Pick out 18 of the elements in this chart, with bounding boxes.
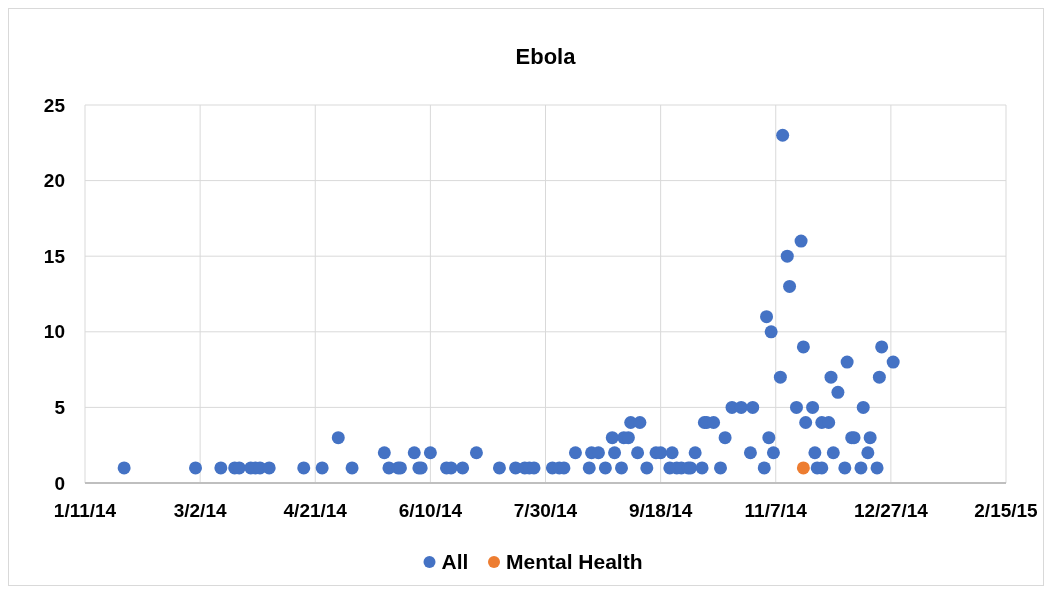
x-tick-label: 6/10/14 [398, 500, 463, 521]
chart-title: Ebola [515, 44, 577, 69]
legend-label: Mental Health [506, 550, 643, 573]
x-tick-label: 9/18/14 [628, 500, 693, 521]
y-tick-label: 15 [43, 245, 66, 267]
x-tick-label: 1/11/14 [53, 500, 117, 521]
x-tick-label: 11/7/14 [744, 500, 808, 521]
y-tick-label: 20 [43, 170, 65, 192]
x-tick-label: 12/27/14 [853, 500, 929, 521]
y-tick-label: 5 [54, 397, 66, 419]
y-tick-label: 25 [43, 94, 66, 116]
y-tick-label: 10 [43, 321, 65, 343]
x-tick-label: 3/2/14 [173, 500, 227, 521]
legend-label: All [441, 550, 469, 573]
x-tick-label: 7/30/14 [513, 500, 578, 521]
y-tick-label: 0 [54, 472, 65, 494]
x-tick-label: 4/21/14 [283, 500, 348, 521]
x-tick-label: 2/15/15 [974, 500, 1039, 521]
